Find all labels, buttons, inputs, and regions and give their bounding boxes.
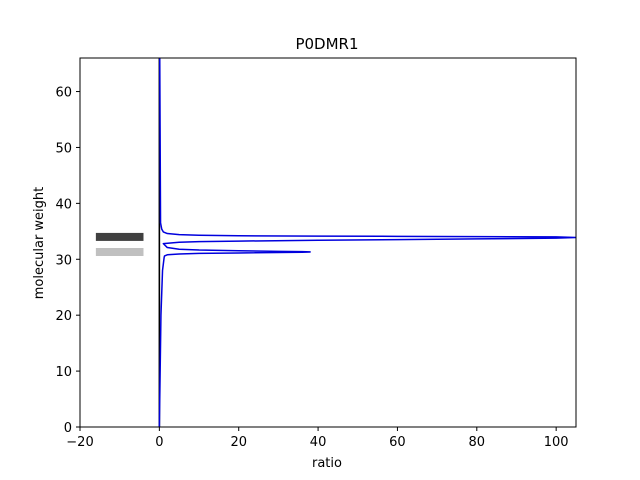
x-tick-label: 60 (389, 435, 406, 450)
series-line-0 (158, 58, 576, 427)
y-axis: 0 10 20 30 40 50 60 (55, 86, 80, 436)
band-1 (95, 248, 144, 257)
x-tick-label: −20 (66, 435, 93, 450)
x-axis-label: ratio (312, 456, 342, 471)
y-tick-label: 60 (55, 86, 72, 101)
x-tick-label: 100 (544, 435, 569, 450)
chart-title: P0DMR1 (295, 35, 358, 53)
x-tick-label: 40 (310, 435, 327, 450)
x-tick-label: 20 (230, 435, 247, 450)
plot-frame (79, 57, 577, 428)
y-tick-label: 10 (55, 365, 72, 380)
x-tick-label: 80 (469, 435, 486, 450)
band-0 (95, 232, 144, 241)
y-tick-label: 30 (55, 253, 72, 268)
y-tick-label: 20 (55, 309, 72, 324)
y-tick-label: 50 (55, 141, 72, 156)
x-axis: −20 0 20 40 60 80 100 (66, 427, 569, 450)
y-tick-label: 40 (55, 197, 72, 212)
plot-area (95, 58, 161, 427)
series-layer (158, 58, 576, 427)
y-tick-label: 0 (64, 421, 72, 436)
x-tick-label: 0 (155, 435, 163, 450)
y-axis-label: molecular weight (32, 187, 47, 300)
